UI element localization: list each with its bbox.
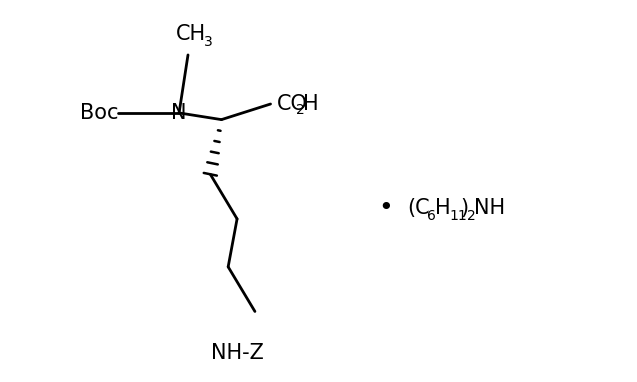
Text: •: • — [378, 196, 393, 220]
Text: 6: 6 — [427, 209, 436, 223]
Text: H: H — [435, 198, 451, 218]
Text: 2: 2 — [468, 209, 476, 223]
Text: CO: CO — [277, 94, 308, 114]
Text: CH: CH — [176, 24, 206, 44]
Text: NH-Z: NH-Z — [211, 343, 264, 363]
Text: 11: 11 — [449, 209, 467, 223]
Text: H: H — [303, 94, 318, 114]
Text: N: N — [171, 103, 187, 123]
Text: Boc: Boc — [80, 103, 118, 123]
Text: NH: NH — [474, 198, 505, 218]
Text: 2: 2 — [296, 103, 304, 117]
Text: 3: 3 — [204, 34, 213, 49]
Text: (C: (C — [408, 198, 431, 218]
Text: ): ) — [460, 198, 468, 218]
